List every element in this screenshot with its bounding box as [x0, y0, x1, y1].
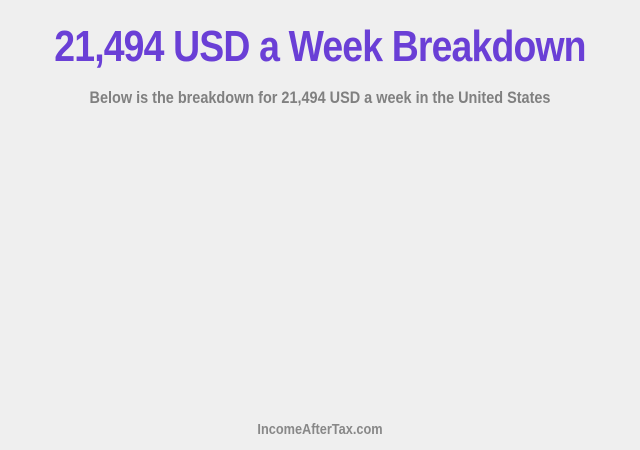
site-footer: IncomeAfterTax.com	[257, 421, 383, 438]
page-title: 21,494 USD a Week Breakdown	[54, 22, 586, 71]
page-subtitle: Below is the breakdown for 21,494 USD a …	[89, 88, 551, 107]
